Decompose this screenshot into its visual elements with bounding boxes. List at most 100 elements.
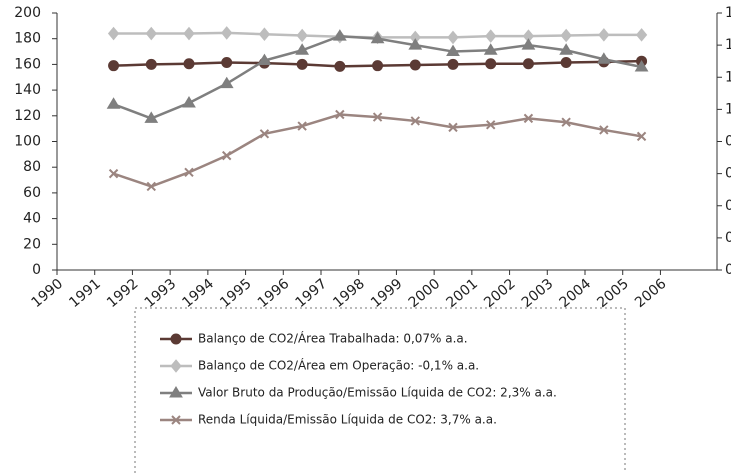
- data-point: [483, 43, 498, 55]
- data-point: [523, 113, 534, 124]
- x-tick-label: 2001: [443, 276, 481, 311]
- y-tick-label: 160: [14, 56, 41, 72]
- data-point: [257, 53, 272, 66]
- data-point: [372, 112, 383, 122]
- data-point: [183, 58, 195, 70]
- data-point: [447, 58, 459, 70]
- x-tick-label: 2000: [406, 276, 444, 311]
- data-point: [448, 122, 458, 133]
- legend-label: Valor Bruto da Produção/Emissão Líquida …: [198, 386, 557, 400]
- data-point: [296, 58, 308, 70]
- data-point: [335, 109, 345, 120]
- data-point: [144, 111, 159, 123]
- data-point: [599, 125, 609, 135]
- y2-tick-label: 1,2: [725, 69, 731, 85]
- y-tick-label: 20: [23, 236, 41, 252]
- x-tick-label: 1991: [66, 276, 104, 311]
- legend-box: [134, 307, 626, 473]
- x-tick-label: 2004: [557, 276, 595, 311]
- legend-marker: [171, 415, 181, 425]
- legend-label: Balanço de CO2/Área em Operação: -0,1% a…: [198, 358, 479, 373]
- legend-marker: [169, 386, 183, 398]
- data-point: [106, 97, 121, 109]
- data-point: [408, 38, 423, 50]
- data-point: [522, 58, 534, 70]
- data-point: [108, 60, 120, 72]
- data-point: [596, 52, 611, 64]
- y-tick-label: 80: [23, 159, 41, 175]
- data-point: [107, 26, 120, 41]
- data-point: [145, 26, 157, 41]
- data-point: [636, 131, 647, 142]
- x-tick-label: 1993: [142, 276, 180, 311]
- data-point: [334, 60, 346, 72]
- data-point: [634, 59, 649, 72]
- data-point: [296, 28, 308, 43]
- data-point: [598, 28, 610, 42]
- y-tick-label: 140: [14, 82, 41, 98]
- data-point: [221, 26, 233, 40]
- y-tick-label: 40: [23, 211, 41, 227]
- data-point: [560, 28, 572, 43]
- data-point: [409, 59, 421, 71]
- x-tick-label: 2002: [481, 276, 519, 311]
- data-point: [372, 60, 384, 72]
- x-tick-label: 1994: [179, 276, 217, 311]
- data-point: [108, 168, 119, 179]
- y2-tick-label: 1,6: [725, 5, 731, 21]
- legend-label: Balanço de CO2/Área Trabalhada: 0,07% a.…: [198, 331, 468, 346]
- x-tick-label: 1996: [255, 276, 293, 311]
- data-point: [145, 58, 157, 70]
- x-tick-label: 2005: [594, 276, 632, 311]
- data-point: [182, 95, 196, 108]
- y-tick-label: 200: [14, 5, 41, 21]
- data-point: [295, 43, 310, 55]
- data-point: [446, 44, 460, 57]
- x-tick-label: 1999: [368, 276, 406, 311]
- data-point: [258, 27, 271, 41]
- x-tick-label: 2003: [519, 276, 557, 311]
- legend-label: Renda Líquida/Emissão Líquida de CO2: 3,…: [198, 413, 497, 427]
- x-tick-label: 1998: [330, 276, 368, 311]
- data-point: [184, 167, 194, 178]
- y2-tick-label: 0,8: [725, 134, 731, 150]
- y2-tick-label: 0: [725, 262, 731, 278]
- data-point: [219, 76, 234, 89]
- data-point: [410, 116, 420, 126]
- data-point: [221, 56, 233, 68]
- data-point: [561, 117, 571, 127]
- data-point: [635, 28, 648, 42]
- legend-marker: [170, 333, 182, 345]
- data-point: [146, 181, 156, 192]
- x-tick-label: 1990: [29, 276, 67, 311]
- x-tick-label: 2006: [632, 276, 670, 311]
- y2-tick-label: 0,2: [725, 230, 731, 246]
- x-tick-label: 1997: [293, 276, 331, 311]
- y-tick-label: 0: [32, 262, 41, 278]
- data-point: [485, 29, 497, 43]
- y-tick-label: 180: [14, 31, 41, 47]
- data-point: [521, 38, 536, 50]
- data-point: [560, 56, 572, 68]
- y2-tick-label: 1: [725, 101, 731, 117]
- data-point: [297, 121, 307, 131]
- data-point: [486, 120, 496, 130]
- x-tick-label: 1992: [104, 276, 142, 311]
- y2-tick-label: 1,4: [725, 37, 731, 53]
- data-point: [559, 43, 574, 55]
- legend-marker: [170, 359, 182, 373]
- data-point: [183, 26, 195, 41]
- y2-tick-label: 0,4: [725, 198, 731, 214]
- data-point: [485, 58, 497, 70]
- data-point: [222, 150, 232, 161]
- data-point: [370, 31, 385, 44]
- y-tick-label: 120: [14, 108, 41, 124]
- y2-tick-label: 0,6: [725, 166, 731, 182]
- x-tick-label: 1995: [217, 276, 255, 311]
- data-point: [447, 30, 459, 45]
- y-tick-label: 100: [14, 134, 41, 150]
- data-point: [332, 29, 347, 41]
- data-point: [259, 129, 270, 139]
